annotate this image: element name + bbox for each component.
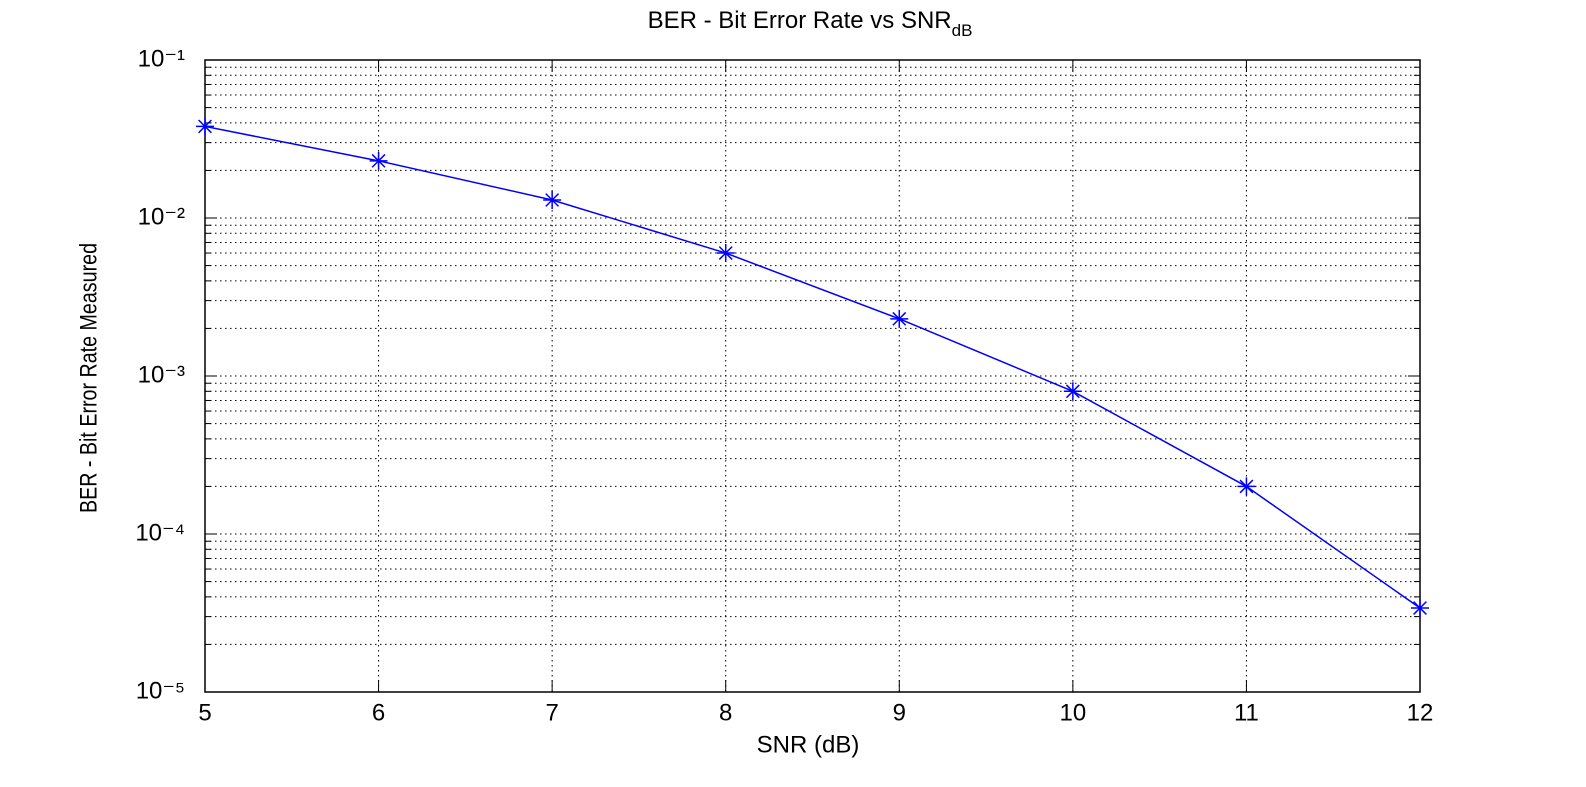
marker [543,190,562,209]
marker [890,309,909,328]
plot-frame [204,59,1421,693]
marker [196,117,214,136]
chart-title: BER - Bit Error Rate vs SNRdB [648,7,973,40]
marker [1063,382,1082,401]
y-tick-label: 10⁻⁵ [136,677,185,704]
x-axis-label: SNR (dB) [757,731,860,758]
x-tick-label: 8 [719,699,732,726]
marker [1237,477,1256,496]
marker [716,244,735,263]
y-tick-label: 10⁻² [138,203,185,230]
y-axis-label: BER - Bit Error Rate Measured [74,243,101,513]
x-tick-label: 11 [1234,699,1259,726]
x-tick-label: 7 [545,699,558,726]
x-tick-label: 9 [893,699,906,726]
x-tick-label: 6 [372,699,385,726]
y-tick-label: 10⁻³ [138,361,185,388]
marker [1411,599,1429,618]
y-tick-label: 10⁻⁴ [135,519,185,546]
title-subscript: dB [952,21,973,40]
x-tick-label: 5 [198,699,211,726]
x-tick-label: 12 [1407,699,1434,726]
x-tick-label: 10 [1060,699,1087,726]
marker [369,151,388,170]
y-tick-label: 10⁻¹ [138,45,185,72]
series-line [204,125,1421,609]
title-main: BER - Bit Error Rate vs SNR [648,7,952,34]
